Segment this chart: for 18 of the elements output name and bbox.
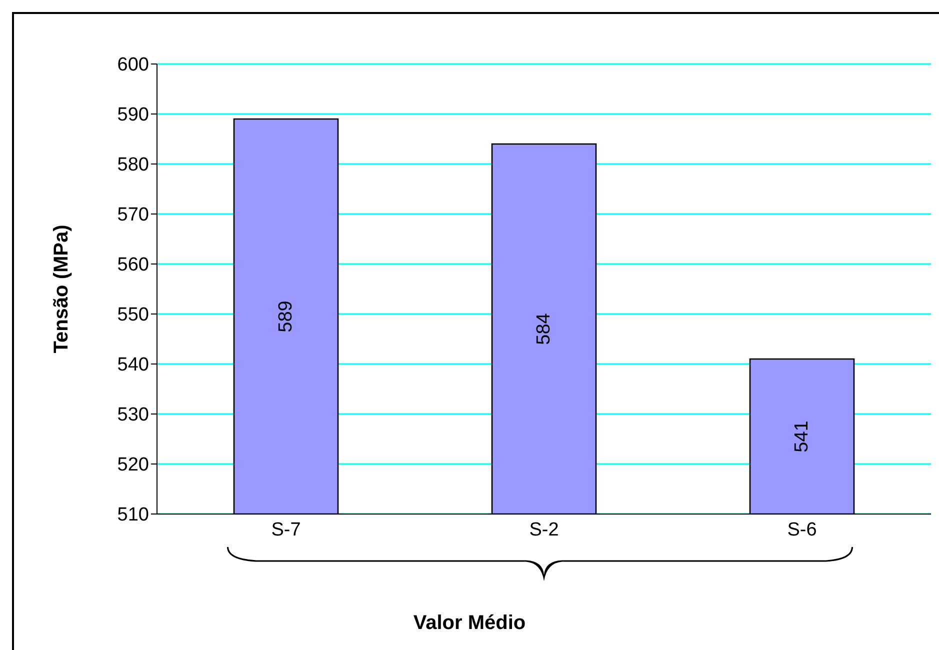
y-tick-label: 590 — [117, 104, 149, 126]
y-tick-label: 540 — [117, 354, 149, 376]
y-tick-label: 530 — [117, 404, 149, 426]
x-tick-label: S-7 — [271, 519, 301, 540]
y-tick-label: 580 — [117, 154, 149, 176]
y-tick-label: 600 — [117, 54, 149, 76]
x-tick-label: S-2 — [529, 519, 559, 540]
data-label: 541 — [792, 420, 812, 452]
y-tick-label: 560 — [117, 254, 149, 276]
x-tick-label: S-6 — [787, 519, 817, 540]
data-label: 589 — [276, 300, 296, 332]
data-label: 584 — [534, 312, 554, 345]
y-tick-label: 570 — [117, 204, 149, 226]
y-tick-label: 520 — [117, 454, 149, 476]
y-tick-label: 550 — [117, 304, 149, 326]
x-axis-title: Valor Médio — [412, 612, 527, 635]
y-axis-title: Tensão (MPa) — [50, 224, 74, 354]
y-tick-label: 510 — [117, 504, 149, 526]
